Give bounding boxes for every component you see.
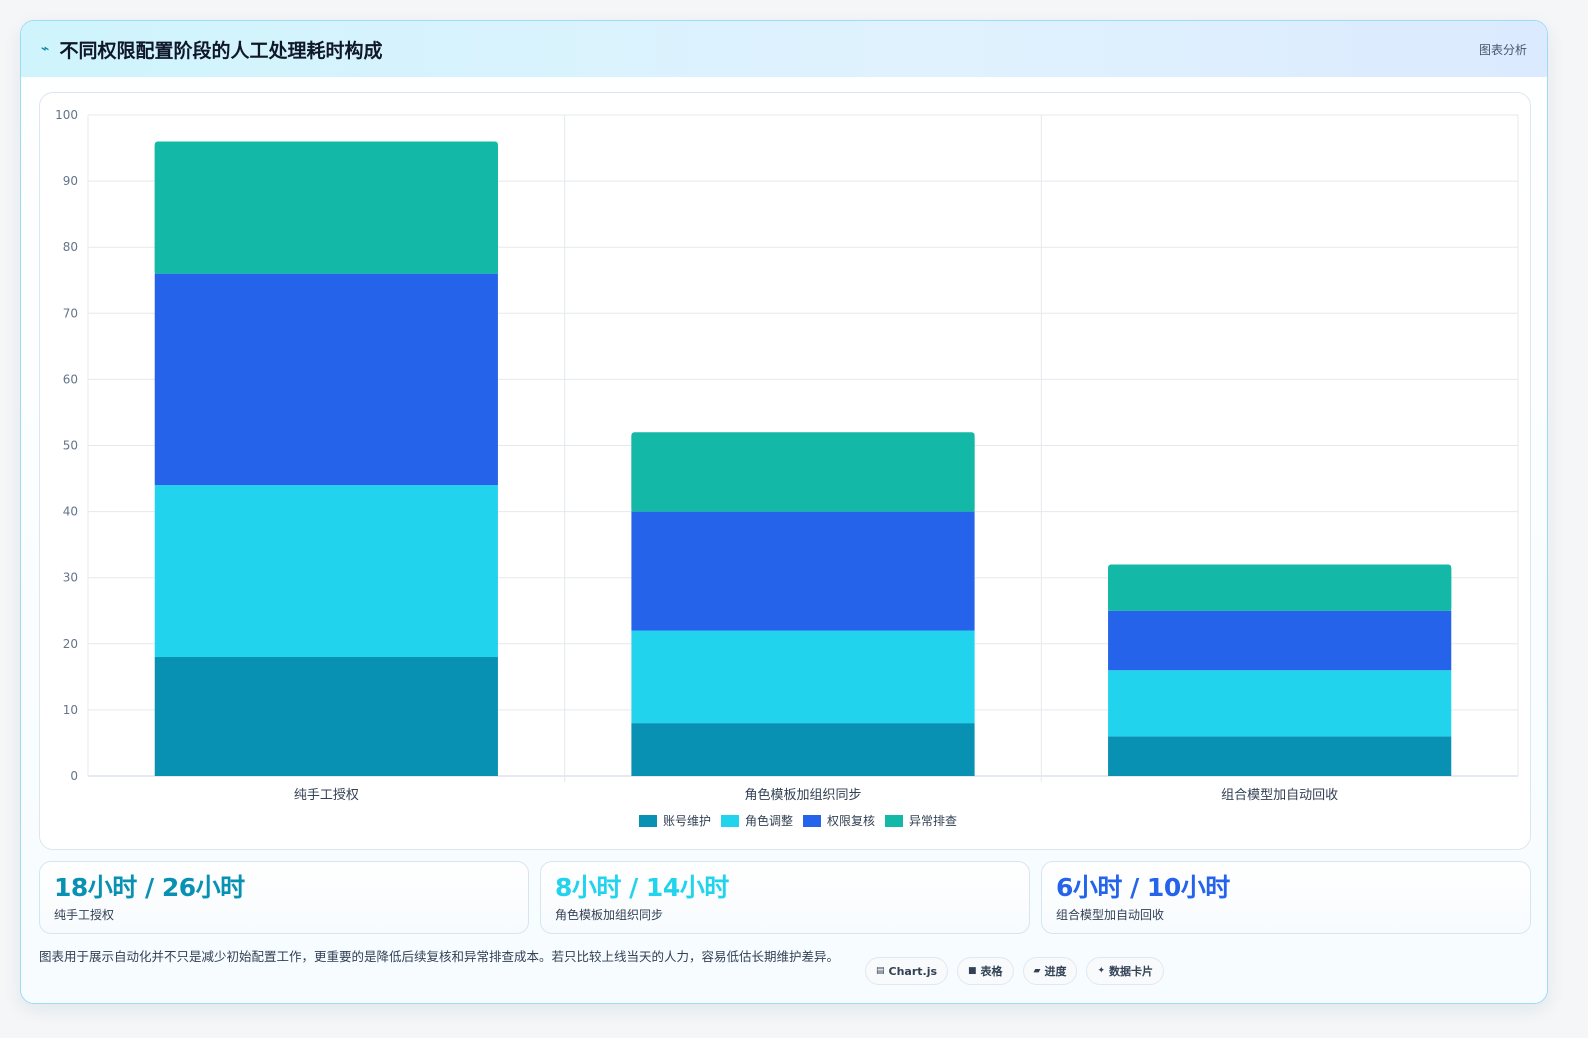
bar-segment[interactable] [154, 485, 498, 658]
progress-icon: ▰ [1033, 966, 1041, 976]
y-tick-label: 70 [63, 306, 78, 320]
x-tick-label: 纯手工授权 [294, 787, 359, 803]
legend-label[interactable]: 角色调整 [745, 813, 793, 828]
category-tag: 图表分析 [1478, 42, 1527, 57]
chip-progress[interactable]: ▰ 进度 [1022, 957, 1078, 985]
stat-label: 纯手工授权 [54, 908, 115, 922]
bar-segment[interactable] [1108, 736, 1452, 776]
legend-swatch [803, 815, 821, 827]
bar-segment[interactable] [1108, 610, 1452, 671]
chart-title: 不同权限配置阶段的人工处理耗时构成 [59, 39, 383, 62]
tech-chips: ▤ Chart.js ■ 表格 ▰ 进度 ✦ 数据卡片 [865, 957, 1165, 985]
y-tick-label: 10 [63, 703, 78, 717]
bar-segment-fill [154, 145, 498, 274]
card-header: ⌁ 不同权限配置阶段的人工处理耗时构成 图表分析 [21, 21, 1547, 77]
chip-label: Chart.js [888, 964, 938, 978]
chip-chartjs[interactable]: ▤ Chart.js [865, 957, 949, 985]
stat-cards: 18小时 / 26小时 纯手工授权 8小时 / 14小时 角色模板加组织同步 6… [39, 861, 1531, 934]
bar-segment[interactable] [631, 511, 975, 631]
bar-segment[interactable] [154, 273, 498, 486]
chip-label: 数据卡片 [1109, 965, 1154, 978]
bar-segment[interactable] [631, 630, 975, 724]
stat-card: 18小时 / 26小时 纯手工授权 [39, 861, 529, 934]
y-tick-label: 20 [63, 637, 78, 651]
stat-value: 18小时 / 26小时 [54, 873, 245, 902]
stat-value: 6小时 / 10小时 [1056, 873, 1230, 902]
chart-icon: ▤ [876, 966, 885, 976]
y-tick-label: 0 [70, 769, 78, 783]
y-tick-label: 50 [63, 439, 78, 453]
y-tick-label: 100 [55, 108, 78, 122]
legend-label[interactable]: 账号维护 [663, 814, 711, 828]
stat-label: 组合模型加自动回收 [1056, 908, 1165, 922]
y-tick-label: 60 [63, 372, 78, 386]
stat-label: 角色模板加组织同步 [555, 908, 664, 922]
legend-label[interactable]: 权限复核 [827, 814, 875, 828]
y-tick-label: 90 [63, 174, 78, 188]
bar-segment[interactable] [1108, 670, 1452, 737]
bar-segment-fill [1108, 568, 1452, 611]
bar-segment[interactable] [154, 657, 498, 776]
y-tick-label: 80 [63, 240, 78, 254]
legend-swatch [885, 815, 903, 827]
chip-data-card[interactable]: ✦ 数据卡片 [1086, 957, 1165, 985]
legend-swatch [639, 815, 657, 827]
stat-card: 6小时 / 10小时 组合模型加自动回收 [1041, 861, 1531, 934]
chart-card: ⌁ 不同权限配置阶段的人工处理耗时构成 图表分析 0 10 20 30 40 50 60 70… [20, 20, 1548, 1004]
bar-segment[interactable] [631, 723, 975, 776]
y-tick-label: 30 [63, 571, 78, 585]
chart-line-icon: ⌁ [41, 41, 50, 57]
legend-swatch [721, 815, 739, 827]
sparkle-icon: ✦ [1097, 966, 1106, 976]
x-tick-label: 角色模板加组织同步 [744, 787, 861, 803]
y-tick-label: 40 [63, 505, 78, 519]
table-icon: ■ [968, 966, 977, 976]
footer-note: 图表用于展示自动化并不只是减少初始配置工作，更重要的是降低后续复核和异常排查成本… [39, 949, 840, 964]
chip-table[interactable]: ■ 表格 [957, 957, 1014, 985]
stat-card: 8小时 / 14小时 角色模板加组织同步 [540, 861, 1030, 934]
bar-segment-fill [631, 436, 975, 512]
chip-label: 表格 [980, 965, 1003, 978]
legend-label[interactable]: 异常排查 [909, 814, 957, 828]
chart-panel: 0 10 20 30 40 50 60 70 80 90 100 纯手工授权 角色模板加组织同步 组合模型… [39, 92, 1531, 850]
x-tick-label: 组合模型加自动回收 [1221, 788, 1338, 803]
stacked-bar-chart: 0 10 20 30 40 50 60 70 80 90 100 纯手工授权 角色模板加组织同步 组合模型… [55, 108, 1519, 828]
chip-label: 进度 [1044, 965, 1067, 978]
stat-value: 8小时 / 14小时 [555, 873, 729, 902]
card-footer: 图表用于展示自动化并不只是减少初始配置工作，更重要的是降低后续复核和异常排查成本… [39, 947, 1531, 993]
